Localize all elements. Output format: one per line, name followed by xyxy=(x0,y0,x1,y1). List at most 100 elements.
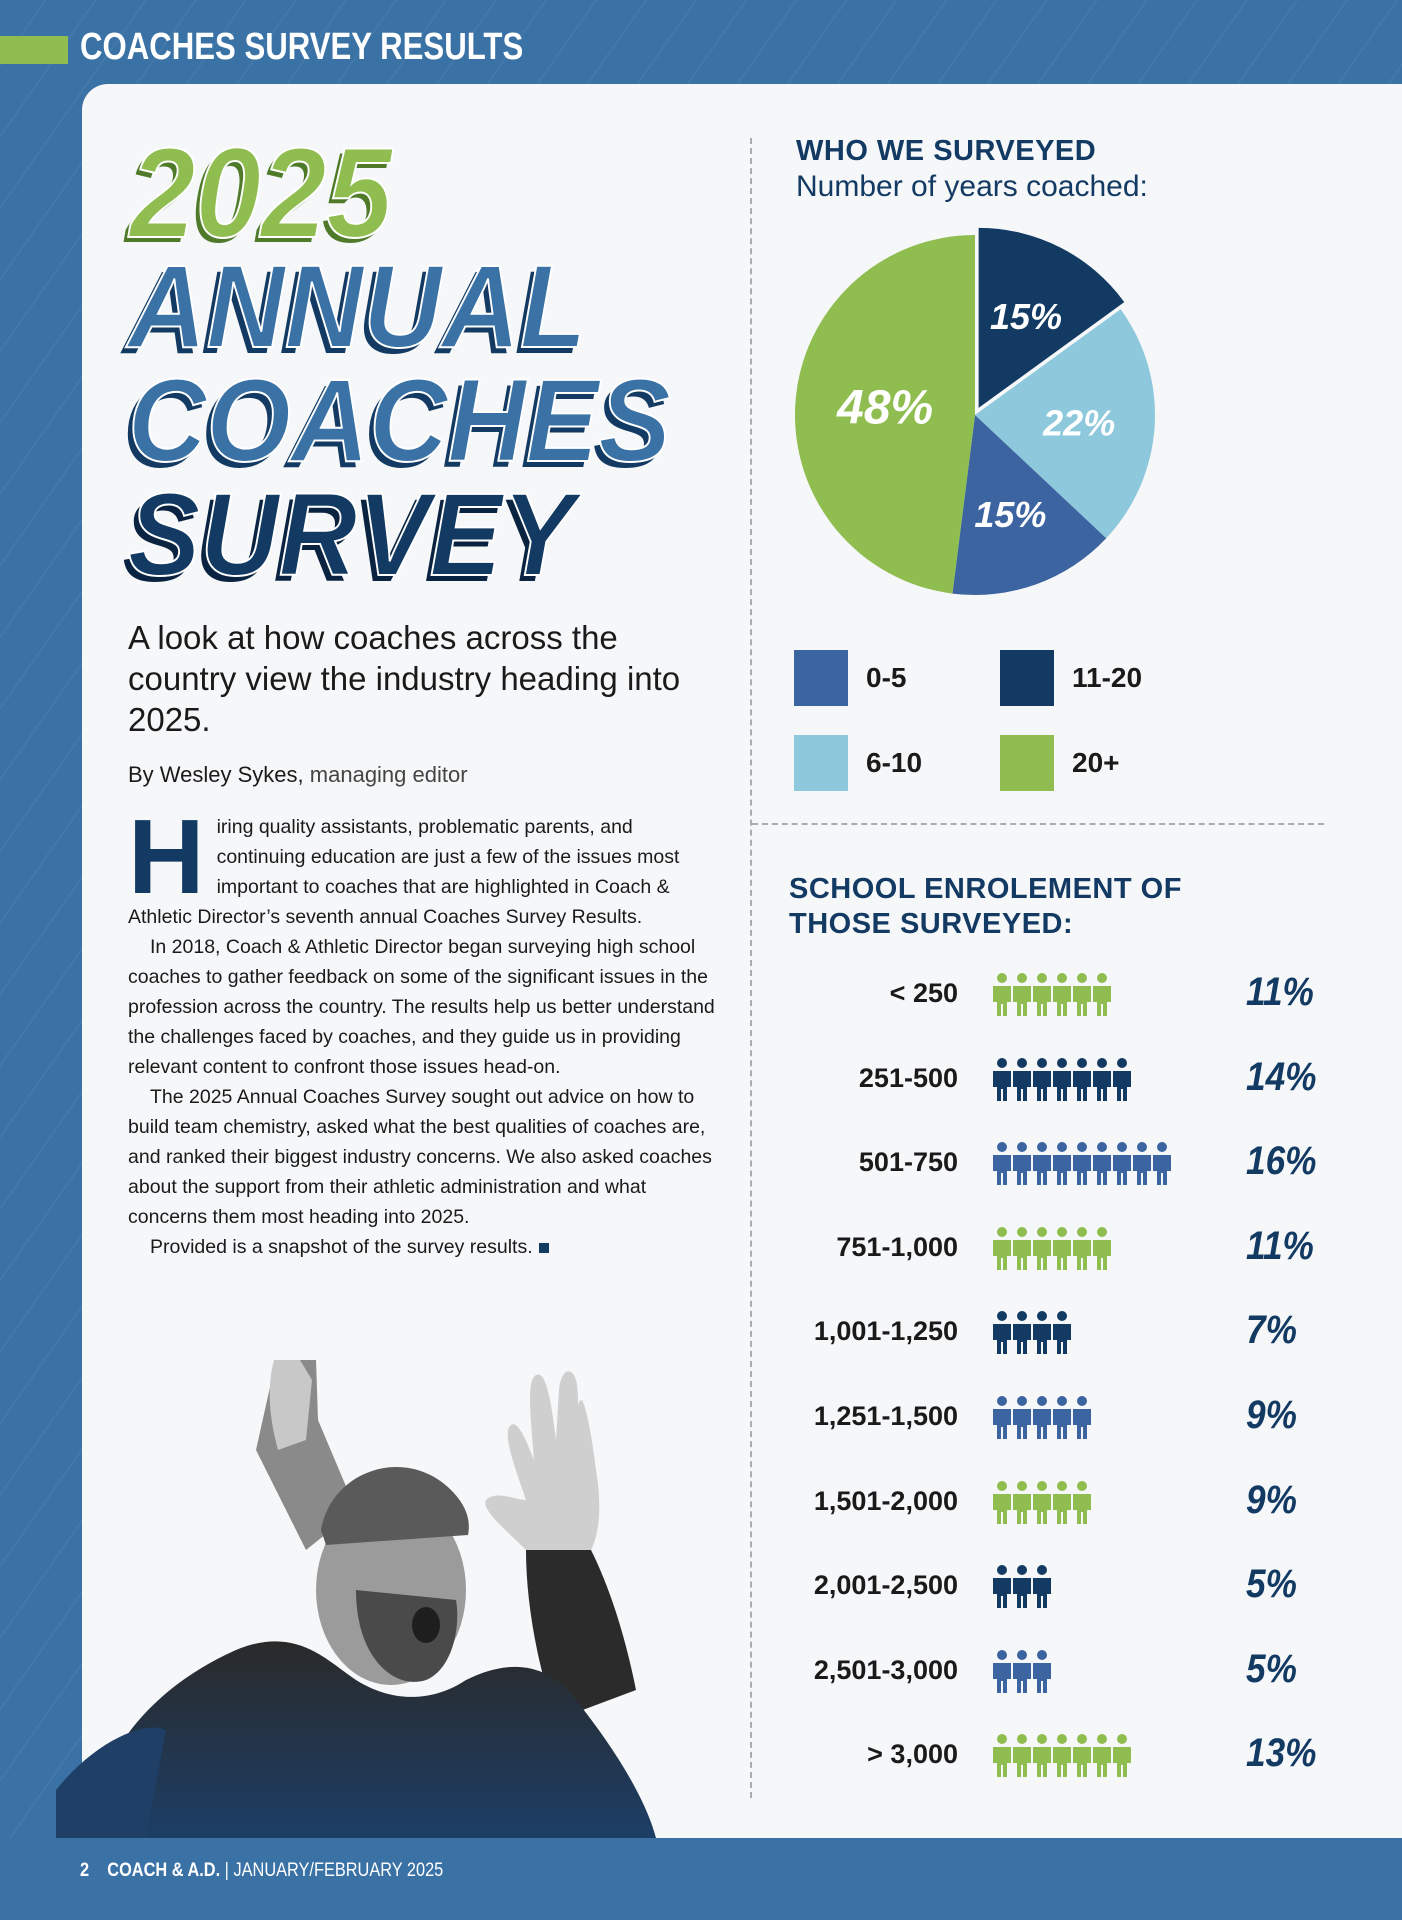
content-panel xyxy=(82,84,1402,1839)
person-icon xyxy=(1073,1396,1091,1439)
legend-item-11-20: 11-20 xyxy=(1000,650,1200,706)
person-icon xyxy=(993,1396,1011,1439)
person-icon xyxy=(1053,1057,1071,1101)
title-line-coaches: COACHES xyxy=(127,355,672,487)
enrolment-percent: 11% xyxy=(1246,970,1314,1014)
enrolment-row: 2,001-2,500 5% xyxy=(760,1560,1360,1620)
people-pictogram-icon xyxy=(993,1057,1131,1101)
years-coached-pie-chart: 15% 22% 15% 48% xyxy=(794,227,1155,595)
section-accent-tab xyxy=(0,36,68,64)
publication-name: COACH & A.D. xyxy=(107,1860,221,1881)
person-icon xyxy=(1113,1057,1131,1101)
drop-cap: H xyxy=(128,798,205,916)
paragraph-1-text: iring quality assistants, problematic pa… xyxy=(128,816,680,928)
person-icon xyxy=(1033,1480,1051,1524)
legend-label-20-plus: 20+ xyxy=(1072,747,1120,778)
legend-swatch-0-5 xyxy=(794,650,848,706)
byline-author: By Wesley Sykes, xyxy=(128,762,304,787)
enrolment-heading: SCHOOL ENROLEMENT OF THOSE SURVEYED: xyxy=(789,872,1182,942)
person-icon xyxy=(1093,1226,1111,1270)
pie-slice-6-10 xyxy=(975,309,1155,539)
people-pictogram-icon xyxy=(993,1734,1131,1778)
people-pictogram-icon xyxy=(993,1226,1111,1270)
legend-swatch-6-10 xyxy=(794,735,848,791)
person-icon xyxy=(1013,1396,1031,1439)
coach-photo xyxy=(56,1360,656,1838)
person-icon xyxy=(1053,1480,1071,1524)
paragraph-4: Provided is a snapshot of the survey res… xyxy=(128,1232,718,1262)
title-line-annual: ANNUAL xyxy=(127,241,587,373)
person-icon xyxy=(993,1565,1011,1609)
pie-slice-0-5 xyxy=(952,415,1107,595)
person-icon xyxy=(1013,1649,1031,1693)
enrolment-range: > 3,000 xyxy=(867,1739,958,1770)
enrolment-range: 751-1,000 xyxy=(836,1231,958,1262)
person-icon xyxy=(1073,973,1091,1016)
person-icon xyxy=(993,1226,1011,1270)
enrolment-heading-line2: THOSE SURVEYED: xyxy=(789,908,1074,940)
person-icon xyxy=(1033,1057,1051,1101)
person-icon xyxy=(1013,1057,1031,1101)
enrolment-range: 501-750 xyxy=(858,1147,958,1178)
person-icon xyxy=(1053,973,1071,1016)
enrolment-row: > 3,000 13% xyxy=(760,1729,1360,1789)
legend-label-11-20: 11-20 xyxy=(1072,662,1143,693)
enrolment-range: 2,001-2,500 xyxy=(813,1570,958,1601)
legend-swatch-20-plus xyxy=(1000,735,1054,791)
enrolment-row: 1,501-2,000 9% xyxy=(760,1476,1360,1536)
person-icon xyxy=(1033,1311,1051,1355)
coach-mouth xyxy=(412,1607,440,1643)
person-icon xyxy=(1053,1311,1071,1355)
who-surveyed-subheading: Number of years coached: xyxy=(796,170,1148,203)
person-icon xyxy=(1053,1734,1071,1778)
people-pictogram-icon xyxy=(993,973,1111,1016)
person-icon xyxy=(1033,1649,1051,1693)
title-line-survey: SURVEY xyxy=(127,469,575,601)
person-icon xyxy=(1033,973,1051,1016)
enrolment-percent: 7% xyxy=(1246,1308,1297,1353)
people-pictogram-icon xyxy=(993,1396,1091,1439)
enrolment-range: 2,501-3,000 xyxy=(813,1654,958,1685)
enrolment-percent: 9% xyxy=(1246,1393,1297,1437)
person-icon xyxy=(1033,1226,1051,1270)
people-pictogram-icon xyxy=(993,1311,1071,1355)
person-icon xyxy=(1093,1057,1111,1101)
enrolment-heading-line1: SCHOOL ENROLEMENT OF xyxy=(789,873,1182,905)
person-icon xyxy=(1033,1396,1051,1439)
person-icon xyxy=(1093,1142,1111,1186)
enrolment-range: 1,501-2,000 xyxy=(813,1485,958,1516)
person-icon xyxy=(1073,1142,1091,1186)
who-surveyed-heading: WHO WE SURVEYED xyxy=(796,135,1097,167)
person-icon xyxy=(1053,1142,1071,1186)
person-icon xyxy=(1073,1057,1091,1101)
enrolment-percent: 13% xyxy=(1246,1731,1317,1776)
legend-item-20-plus: 20+ xyxy=(1000,735,1200,791)
header-band: COACHES SURVEY RESULTS xyxy=(0,0,1402,84)
enrolment-row: 1,001-1,250 7% xyxy=(760,1306,1360,1366)
legend-swatch-11-20 xyxy=(1000,650,1054,706)
person-icon xyxy=(1013,1311,1031,1355)
person-icon xyxy=(993,1057,1011,1101)
pie-label-6-10: 22% xyxy=(1042,403,1115,444)
person-icon xyxy=(1013,1734,1031,1778)
person-icon xyxy=(1033,1734,1051,1778)
legend-item-0-5: 0-5 xyxy=(794,650,994,706)
pie-slice-20+ xyxy=(794,235,975,594)
person-icon xyxy=(1053,1396,1071,1439)
pie-label-20+: 48% xyxy=(836,381,933,434)
coach-shoulder xyxy=(56,1727,166,1838)
person-icon xyxy=(1073,1226,1091,1270)
person-icon xyxy=(993,1311,1011,1355)
issue-date: | JANUARY/FEBRUARY 2025 xyxy=(224,1860,444,1881)
person-icon xyxy=(1013,1226,1031,1270)
person-icon xyxy=(1073,1734,1091,1778)
people-pictogram-icon xyxy=(993,1565,1051,1609)
enrolment-range: 251-500 xyxy=(858,1062,958,1093)
person-icon xyxy=(993,1734,1011,1778)
paragraph-3: The 2025 Annual Coaches Survey sought ou… xyxy=(128,1086,712,1228)
pie-label-0-5: 15% xyxy=(974,494,1046,535)
title-year: 2025 xyxy=(129,122,393,265)
person-icon xyxy=(1013,1565,1031,1609)
person-icon xyxy=(1073,1480,1091,1524)
